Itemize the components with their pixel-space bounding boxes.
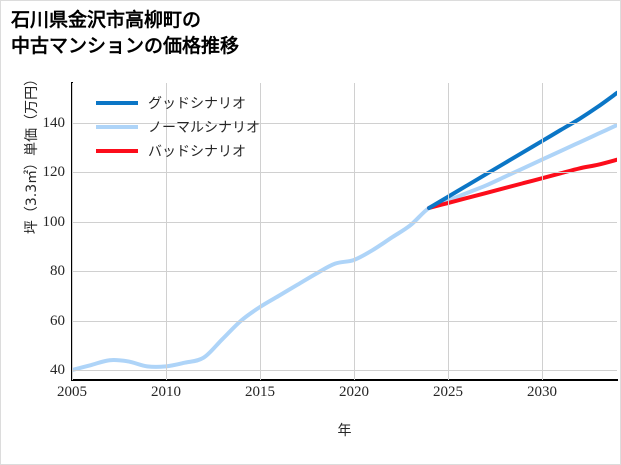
- legend-label: バッドシナリオ: [148, 144, 246, 160]
- gridline-horizontal: [72, 370, 617, 371]
- y-tick-label: 140: [42, 115, 66, 131]
- gridline-horizontal: [72, 222, 617, 223]
- legend-item-good-scenario[interactable]: グッドシナリオ: [96, 91, 260, 115]
- gridline-vertical: [166, 83, 167, 380]
- legend-label: ノーマルシナリオ: [148, 120, 260, 136]
- chart-legend: グッドシナリオ ノーマルシナリオ バッドシナリオ: [96, 91, 260, 163]
- x-tick-label: 2005: [57, 384, 87, 400]
- gridline-horizontal: [72, 321, 617, 322]
- plot-area: 40 60 80 100 120 140 2005 2010 2015 2020 2025 2030: [43, 82, 618, 400]
- gridline-vertical: [448, 83, 449, 380]
- y-tick-label: 60: [50, 313, 65, 329]
- legend-item-normal-scenario[interactable]: ノーマルシナリオ: [96, 115, 260, 139]
- gridline-horizontal: [72, 271, 617, 272]
- y-tick-label: 120: [42, 164, 66, 180]
- y-tick-label: 40: [50, 362, 65, 378]
- chart-title: 石川県金沢市高柳町の 中古マンションの価格推移: [11, 9, 240, 57]
- gridline-vertical: [542, 83, 543, 380]
- x-axis-label: 年: [337, 423, 352, 439]
- x-tick-label: 2025: [433, 384, 463, 400]
- gridline-vertical: [72, 83, 73, 380]
- legend-swatch-normal-scenario: [96, 125, 138, 129]
- x-tick-label: 2030: [527, 384, 557, 400]
- data-lines: [72, 90, 617, 373]
- y-tick-label: 100: [42, 214, 66, 230]
- x-axis-spine: [71, 379, 618, 381]
- legend-label: グッドシナリオ: [148, 96, 246, 112]
- legend-swatch-bad-scenario: [96, 149, 138, 153]
- y-axis-label: 坪（3.3㎡）単価（万円）: [24, 71, 40, 235]
- legend-swatch-good-scenario: [96, 101, 138, 105]
- gridline-horizontal: [72, 172, 617, 173]
- legend-item-bad-scenario[interactable]: バッドシナリオ: [96, 139, 260, 163]
- series-line-good: [427, 90, 617, 210]
- y-tick-label: 80: [50, 263, 65, 279]
- x-tick-label: 2020: [339, 384, 369, 400]
- gridline-vertical: [260, 83, 261, 380]
- series-line-bad: [427, 157, 617, 210]
- series-line-normal: [72, 123, 617, 373]
- gridline-horizontal: [72, 123, 617, 124]
- x-tick-label: 2010: [151, 384, 181, 400]
- x-tick-label: 2015: [245, 384, 275, 400]
- gridline-vertical: [354, 83, 355, 380]
